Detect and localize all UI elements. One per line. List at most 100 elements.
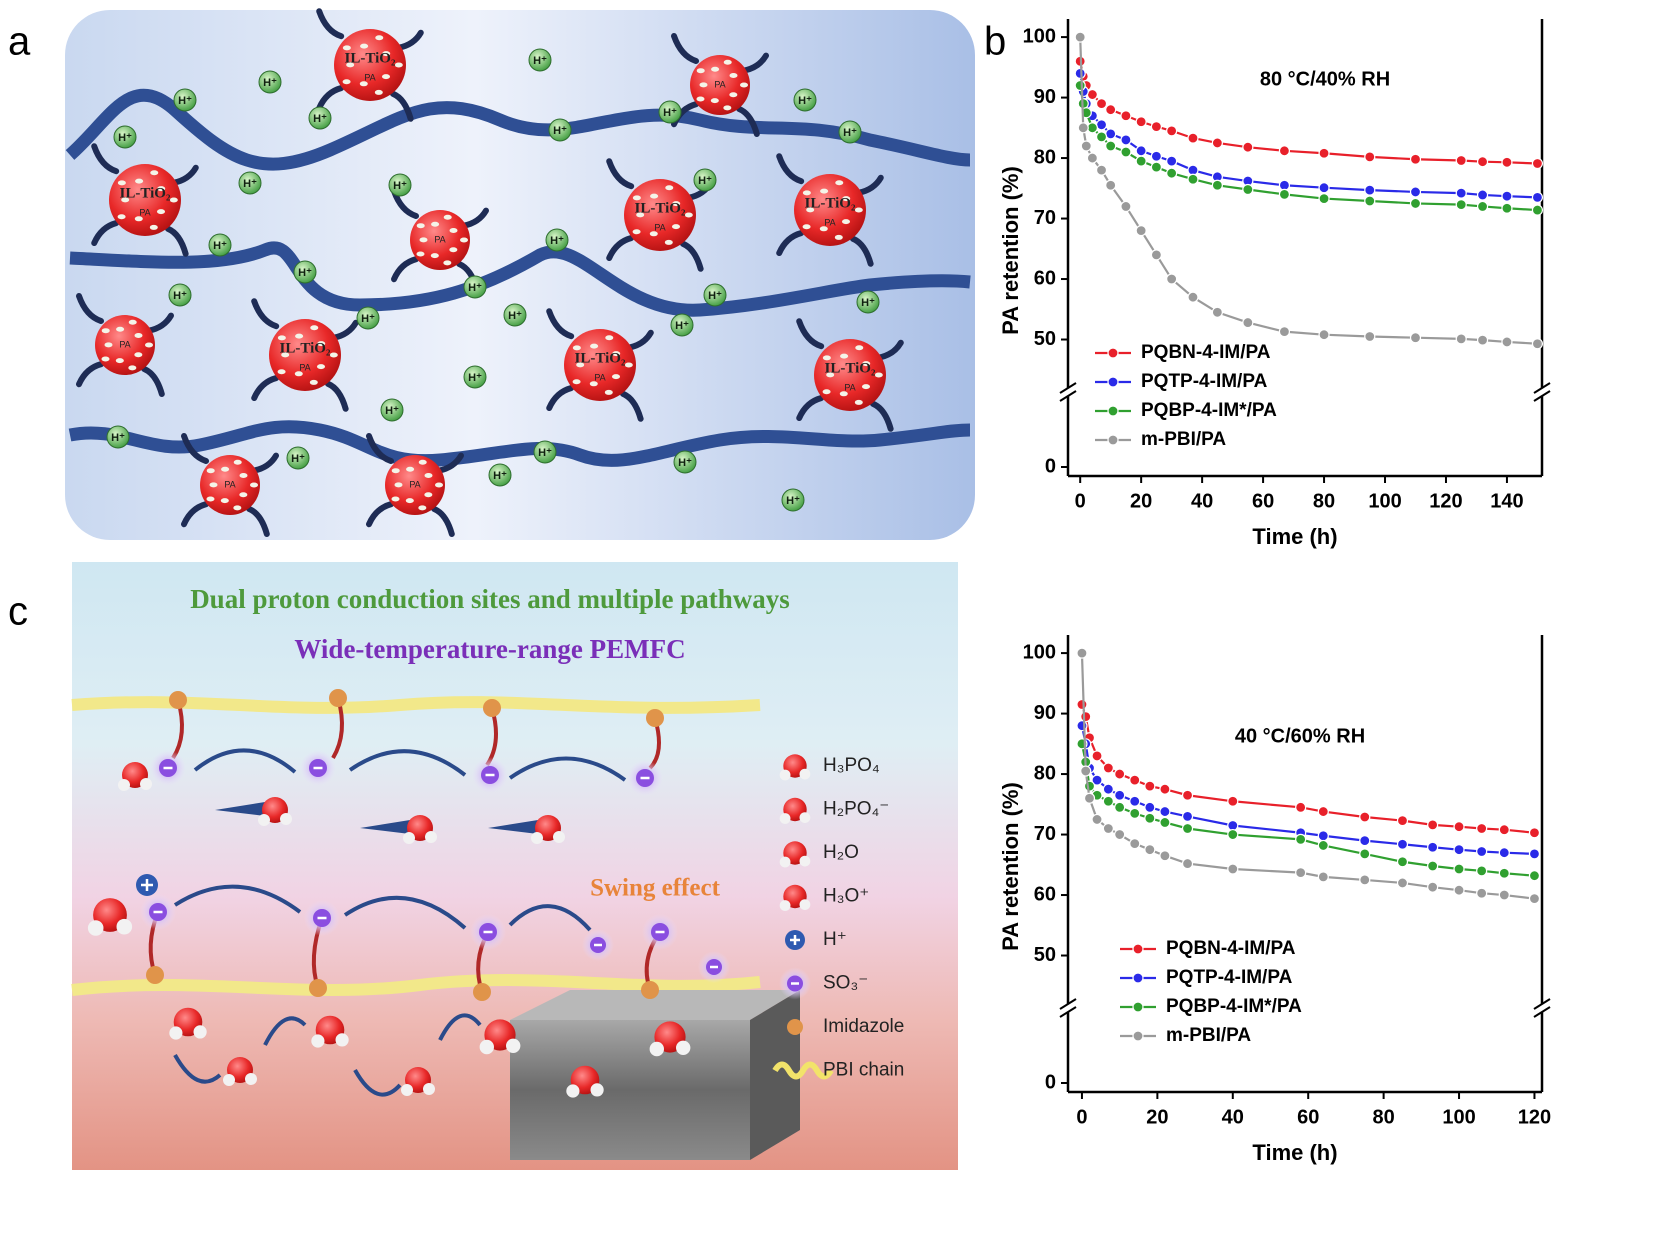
hydrogen bbox=[779, 769, 791, 781]
data-point bbox=[1409, 153, 1422, 165]
particle: PA bbox=[181, 433, 279, 537]
hydrogen bbox=[423, 1083, 435, 1095]
particle-label: PA bbox=[654, 222, 665, 232]
proton-label: H⁺ bbox=[118, 132, 132, 144]
data-point bbox=[1396, 838, 1409, 850]
proton bbox=[168, 283, 192, 307]
proton-label: H⁺ bbox=[313, 113, 327, 125]
y-axis-label: PA retention (%) bbox=[998, 782, 1023, 951]
transfer-arrow bbox=[508, 756, 627, 782]
data-point bbox=[1135, 145, 1147, 157]
substrate-block bbox=[510, 1020, 750, 1160]
data-point bbox=[1476, 845, 1488, 858]
data-point bbox=[1150, 249, 1162, 261]
data-point bbox=[1211, 306, 1223, 318]
data-point bbox=[1150, 161, 1162, 173]
y-tick-label: 70 bbox=[1034, 823, 1056, 845]
particle-tail bbox=[181, 501, 209, 528]
proton bbox=[781, 488, 805, 512]
particle-pore bbox=[145, 342, 153, 348]
particle: PA bbox=[76, 293, 174, 397]
particle-pore bbox=[233, 505, 242, 511]
legend-icon bbox=[772, 1061, 834, 1080]
particle-label: IL-TiO₂ bbox=[280, 340, 331, 356]
hydrogen bbox=[280, 813, 292, 825]
particle-pore bbox=[822, 389, 831, 395]
imidazole bbox=[169, 691, 187, 709]
data-point bbox=[1455, 199, 1467, 211]
proton bbox=[258, 70, 282, 94]
particle-label: IL-TiO₂ bbox=[120, 185, 171, 201]
data-point bbox=[1427, 841, 1439, 853]
particle-label: PA bbox=[119, 339, 130, 349]
legend-label: H⁺ bbox=[823, 929, 847, 950]
data-point bbox=[1531, 157, 1544, 170]
data-point bbox=[1074, 67, 1086, 79]
legend-marker bbox=[1132, 1030, 1144, 1042]
y-tick-label: 80 bbox=[1034, 762, 1056, 784]
particle-tail bbox=[796, 395, 825, 422]
particle-pore bbox=[394, 62, 403, 68]
hydrogen bbox=[799, 899, 811, 910]
data-point bbox=[1086, 88, 1098, 101]
data-point bbox=[1102, 822, 1114, 835]
particle-tail bbox=[366, 433, 394, 464]
legend-label: PQBN-4-IM/PA bbox=[1166, 938, 1296, 959]
data-point bbox=[1187, 132, 1199, 144]
data-point bbox=[1095, 131, 1108, 143]
data-point bbox=[1105, 140, 1117, 152]
particle-tail bbox=[850, 235, 874, 267]
y-tick-label: 100 bbox=[1023, 25, 1056, 47]
particle-tail bbox=[776, 230, 805, 257]
particle-label: IL-TiO₂ bbox=[825, 360, 876, 376]
particle-pore bbox=[835, 180, 844, 186]
particle-tail bbox=[316, 85, 345, 112]
data-point bbox=[1083, 792, 1096, 804]
data-point bbox=[1295, 801, 1307, 813]
data-point bbox=[1531, 191, 1544, 203]
legend-label: PQBN-4-IM/PA bbox=[1141, 342, 1271, 363]
proton bbox=[463, 275, 487, 299]
particle-pore bbox=[169, 197, 178, 203]
particle-pore bbox=[443, 260, 452, 266]
data-point bbox=[1076, 698, 1088, 711]
proton bbox=[356, 306, 380, 330]
transfer-arrow bbox=[348, 749, 467, 777]
particle-pore bbox=[128, 365, 137, 371]
y-tick-label: 50 bbox=[1034, 328, 1056, 350]
particle-label: IL-TiO₂ bbox=[805, 195, 856, 211]
particle-pore bbox=[150, 170, 159, 176]
particle-body bbox=[794, 174, 866, 246]
particle-label: PA bbox=[364, 72, 375, 82]
particle-label: PA bbox=[224, 479, 235, 489]
hydrogen bbox=[649, 1041, 664, 1057]
panel-c-title: Dual proton conduction sites and multipl… bbox=[190, 584, 790, 614]
particle-pore bbox=[806, 207, 815, 213]
x-tick-label: 0 bbox=[1076, 1106, 1087, 1128]
panel-a: IL-TiO₂ PA IL-TiO₂ PA PA PA IL-TiO₂ PA IL-TiO₂ PA… bbox=[65, 8, 975, 540]
proton-label: H⁺ bbox=[553, 125, 567, 137]
imidazole bbox=[146, 966, 164, 984]
legend-label: Imidazole bbox=[823, 1016, 904, 1037]
particle-tail bbox=[461, 207, 489, 229]
hydrogen bbox=[223, 1074, 235, 1086]
axis-break bbox=[1059, 390, 1077, 402]
data-point bbox=[1409, 197, 1422, 210]
transfer-arrow bbox=[438, 1013, 482, 1041]
hydrogen bbox=[193, 1025, 207, 1039]
transfer-arrow bbox=[263, 1016, 307, 1046]
particle-pore bbox=[710, 98, 719, 104]
particle-tail bbox=[796, 318, 825, 350]
hydrogen bbox=[335, 1033, 349, 1047]
data-point bbox=[1211, 137, 1223, 149]
hydrogen bbox=[169, 1026, 183, 1040]
proton bbox=[106, 425, 130, 449]
x-tick-label: 20 bbox=[1146, 1106, 1168, 1128]
data-point bbox=[1076, 647, 1088, 659]
particle-body bbox=[95, 315, 155, 375]
data-point bbox=[1150, 121, 1162, 133]
data-point bbox=[1227, 828, 1239, 841]
hydrogen bbox=[116, 918, 133, 935]
data-point bbox=[1129, 774, 1141, 786]
